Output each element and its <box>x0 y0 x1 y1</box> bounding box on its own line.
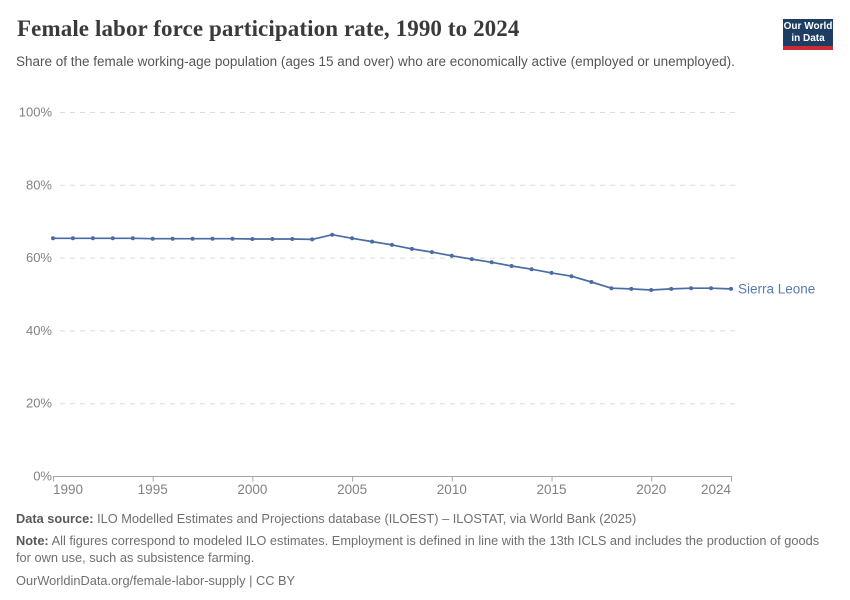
data-source-label: Data source: <box>16 511 94 526</box>
y-axis-tick-label: 0% <box>33 469 52 484</box>
x-axis-tick-label: 2020 <box>636 482 666 497</box>
data-point-marker <box>509 264 514 268</box>
chart-footer: Data source: ILO Modelled Estimates and … <box>16 510 820 589</box>
data-point-marker <box>230 236 235 241</box>
x-axis-tick-label: 2015 <box>537 482 567 497</box>
x-axis-tick-label: 1990 <box>53 482 83 497</box>
data-point-marker <box>409 246 414 251</box>
data-point-marker <box>51 236 55 241</box>
data-point-marker <box>449 253 454 258</box>
data-point-marker <box>250 237 255 241</box>
data-point-marker <box>130 236 135 241</box>
data-point-marker <box>469 257 474 262</box>
data-point-marker <box>390 242 394 247</box>
data-point-marker <box>709 286 714 291</box>
data-point-marker <box>310 237 315 242</box>
data-point-marker <box>529 267 534 272</box>
owid-logo[interactable]: Our World in Data <box>783 19 833 50</box>
data-point-marker <box>190 236 195 241</box>
data-source-text: ILO Modelled Estimates and Projections d… <box>97 511 637 526</box>
data-point-marker <box>170 236 175 241</box>
x-axis-tick-label: 2010 <box>437 482 467 497</box>
data-point-marker <box>569 274 574 279</box>
data-point-marker <box>150 236 155 241</box>
license-label: CC BY <box>255 572 296 588</box>
note-label: Note: <box>16 532 49 548</box>
data-point-marker <box>649 288 654 292</box>
data-point-marker <box>370 239 375 244</box>
data-point-marker <box>330 232 335 237</box>
data-point-marker <box>729 286 733 291</box>
data-point-marker <box>609 286 614 291</box>
chart-title: Female labor force participation rate, 1… <box>17 16 520 41</box>
data-point-marker <box>110 236 115 241</box>
data-point-marker <box>629 286 634 291</box>
data-point-marker <box>429 250 434 255</box>
data-point-marker <box>589 280 594 284</box>
data-point-marker <box>549 270 554 275</box>
data-point-marker <box>689 286 694 291</box>
data-point-marker <box>350 236 355 241</box>
data-point-marker <box>210 236 215 241</box>
citation-line: OurWorldinData.org/female-labor-supply |… <box>16 572 820 590</box>
data-point-marker <box>669 286 674 291</box>
y-axis-tick-label: 20% <box>26 396 52 411</box>
data-point-marker <box>270 237 275 241</box>
note-text: All figures correspond to modeled ILO es… <box>16 532 820 566</box>
series-entity-label[interactable]: Sierra Leone <box>738 281 815 296</box>
data-point-marker <box>489 260 494 265</box>
y-axis-tick-label: 60% <box>26 250 52 265</box>
owid-logo-line1: Our World <box>783 21 833 32</box>
y-axis-tick-label: 40% <box>26 323 52 338</box>
x-axis-tick-label: 2024 <box>701 482 732 497</box>
note-line: Note: All figures correspond to modeled … <box>16 532 820 567</box>
x-axis-tick-label: 2000 <box>237 482 267 497</box>
y-axis-tick-label: 100% <box>19 105 53 120</box>
data-source-line: Data source: ILO Modelled Estimates and … <box>16 510 820 528</box>
data-point-marker <box>290 237 295 241</box>
x-axis-tick-label: 2005 <box>337 482 367 497</box>
x-axis-tick-label: 1995 <box>138 482 168 497</box>
citation-separator: | <box>249 572 253 588</box>
data-point-marker <box>70 236 75 241</box>
y-axis-tick-label: 80% <box>26 177 52 192</box>
chart-subtitle: Share of the female working-age populati… <box>16 54 735 69</box>
data-point-marker <box>90 236 95 241</box>
chart-url[interactable]: OurWorldinData.org/female-labor-supply <box>16 572 246 588</box>
owid-logo-line2: in Data <box>791 32 825 44</box>
